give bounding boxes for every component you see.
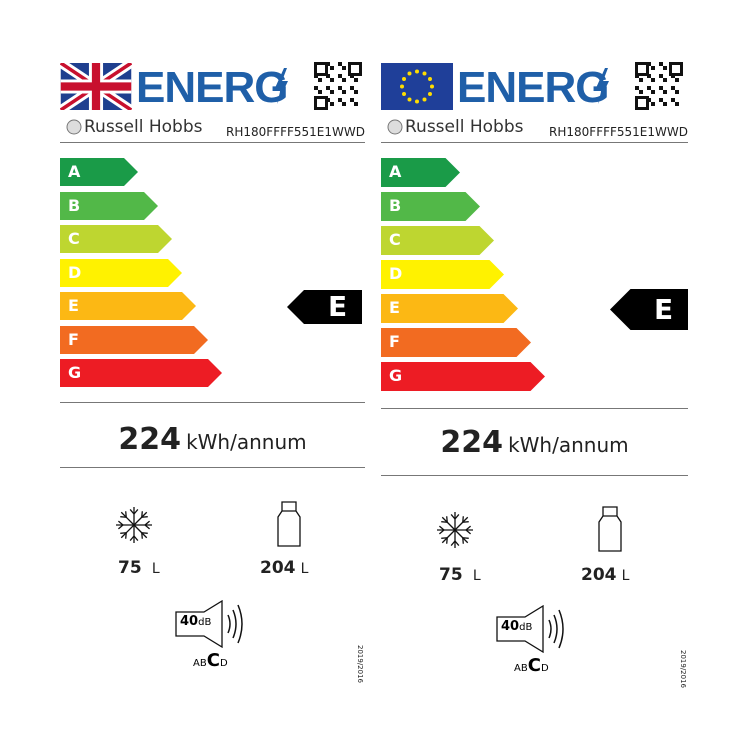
- qr-code[interactable]: [314, 62, 362, 110]
- fridge-bottle-icon: [277, 501, 301, 547]
- energy-class-label: D: [68, 262, 82, 282]
- energy-class-label: A: [389, 162, 402, 181]
- freezer-snowflake-icon: [437, 512, 473, 548]
- fridge-volume: 204 L: [260, 558, 308, 578]
- model-number: RH180FFFF551E1WWD: [549, 125, 688, 139]
- fridge-volume-value: 204: [260, 558, 296, 578]
- energy-labels: ENERG Russell Hobbs RH180FFFF551E1WWD A B C D…: [60, 0, 688, 750]
- energy-class-bar-a: [60, 158, 138, 186]
- energy-class-label: A: [68, 162, 81, 181]
- noise-class-c: C: [206, 650, 220, 671]
- speaker-noise-icon: [175, 600, 243, 648]
- energy-class-label: E: [68, 296, 79, 315]
- noise-class-a: A: [514, 663, 521, 674]
- energy-class-label: F: [389, 332, 400, 351]
- brand-name: Russell Hobbs: [405, 117, 524, 137]
- energy-class-label: C: [389, 230, 401, 249]
- fridge-volume: 204 L: [581, 565, 629, 585]
- freezer-volume-value: 75: [118, 558, 142, 578]
- energy-class-bar-g: [60, 359, 222, 387]
- energy-class-label: B: [389, 196, 402, 215]
- brand-logo-icon: [66, 119, 82, 135]
- energy-rating: E: [328, 290, 348, 323]
- energy-class-label: F: [68, 329, 79, 349]
- fridge-volume-unit: L: [621, 568, 630, 584]
- energy-class-label: C: [68, 229, 80, 248]
- freezer-volume: 75 L: [118, 558, 160, 578]
- divider: [60, 402, 365, 403]
- noise-level: 40dB: [501, 619, 532, 634]
- divider: [381, 142, 688, 143]
- noise-class-c: C: [527, 655, 541, 676]
- energy-class-bar-c: [381, 226, 494, 255]
- divider: [60, 467, 365, 468]
- brand-logo-icon: [387, 119, 403, 135]
- energy-label-title: ENERG: [457, 63, 609, 112]
- energy-class-label: B: [68, 195, 81, 215]
- energy-class-bar-d: [381, 260, 504, 289]
- freezer-volume: 75 L: [439, 565, 481, 585]
- energy-class-bar-b: [60, 191, 158, 220]
- noise-class-scale: ABCD: [514, 655, 549, 676]
- energy-class-bar-e: [381, 294, 518, 323]
- energy-consumption: 224 kWh/annum: [381, 425, 688, 460]
- energy-unit: kWh/annum: [186, 430, 307, 454]
- energy-class-bar-f: [60, 325, 208, 354]
- rating-indicator-arrow: [287, 290, 362, 324]
- energy-class-label: E: [389, 298, 400, 317]
- divider: [60, 142, 365, 143]
- uk-energy-label: ENERG Russell Hobbs RH180FFFF551E1WWD A B C D…: [60, 0, 365, 750]
- energy-value: 224: [118, 422, 181, 457]
- regulation-number: 2019/2016: [679, 650, 687, 688]
- brand-name: Russell Hobbs: [84, 117, 203, 137]
- energy-class-bar-a: [381, 158, 460, 187]
- noise-value: 40: [180, 614, 199, 629]
- noise-class-b: B: [199, 658, 207, 669]
- noise-value: 40: [501, 619, 520, 634]
- uk-flag-icon: [60, 63, 132, 110]
- noise-unit: dB: [519, 622, 533, 633]
- noise-class-b: B: [520, 663, 528, 674]
- divider: [381, 408, 688, 409]
- model-number: RH180FFFF551E1WWD: [226, 125, 365, 139]
- energy-label-title: ENERG: [136, 63, 288, 112]
- energy-consumption: 224 kWh/annum: [60, 422, 365, 457]
- noise-class-d: D: [219, 658, 228, 669]
- energy-class-bar-d: [60, 258, 182, 287]
- energy-class-label: G: [68, 363, 82, 382]
- noise-class-scale: ABCD: [193, 650, 228, 671]
- regulation-number: 2019/2016: [356, 645, 364, 683]
- lightning-icon: [596, 68, 609, 104]
- eu-energy-label: ENERG Russell Hobbs RH180FFFF551E1WWD A B C D…: [381, 0, 688, 750]
- energy-class-bar-b: [381, 192, 480, 221]
- divider: [381, 475, 688, 476]
- freezer-volume-value: 75: [439, 565, 463, 585]
- energy-class-bar-e: [60, 292, 196, 320]
- energy-class-bar-c: [60, 225, 172, 253]
- fridge-volume-unit: L: [300, 561, 309, 577]
- energy-class-bar-g: [381, 362, 545, 391]
- freezer-volume-unit: L: [151, 561, 160, 577]
- energy-unit: kWh/annum: [508, 433, 629, 457]
- speaker-noise-icon: [496, 605, 564, 653]
- energy-class-label: D: [389, 264, 403, 283]
- noise-class-d: D: [540, 663, 549, 674]
- noise-level: 40dB: [180, 614, 211, 629]
- energy-class-bar-f: [381, 328, 531, 357]
- energy-value: 224: [440, 425, 503, 460]
- energy-rating: E: [654, 292, 674, 326]
- fridge-volume-value: 204: [581, 565, 617, 585]
- lightning-icon: [275, 68, 288, 104]
- rating-indicator-arrow: [610, 289, 688, 330]
- noise-class-a: A: [193, 658, 200, 669]
- eu-flag-icon: [381, 63, 453, 110]
- noise-unit: dB: [198, 617, 212, 628]
- freezer-snowflake-icon: [116, 507, 152, 543]
- fridge-bottle-icon: [598, 506, 622, 552]
- qr-code[interactable]: [635, 62, 683, 110]
- energy-class-label: G: [389, 366, 403, 385]
- freezer-volume-unit: L: [472, 568, 481, 584]
